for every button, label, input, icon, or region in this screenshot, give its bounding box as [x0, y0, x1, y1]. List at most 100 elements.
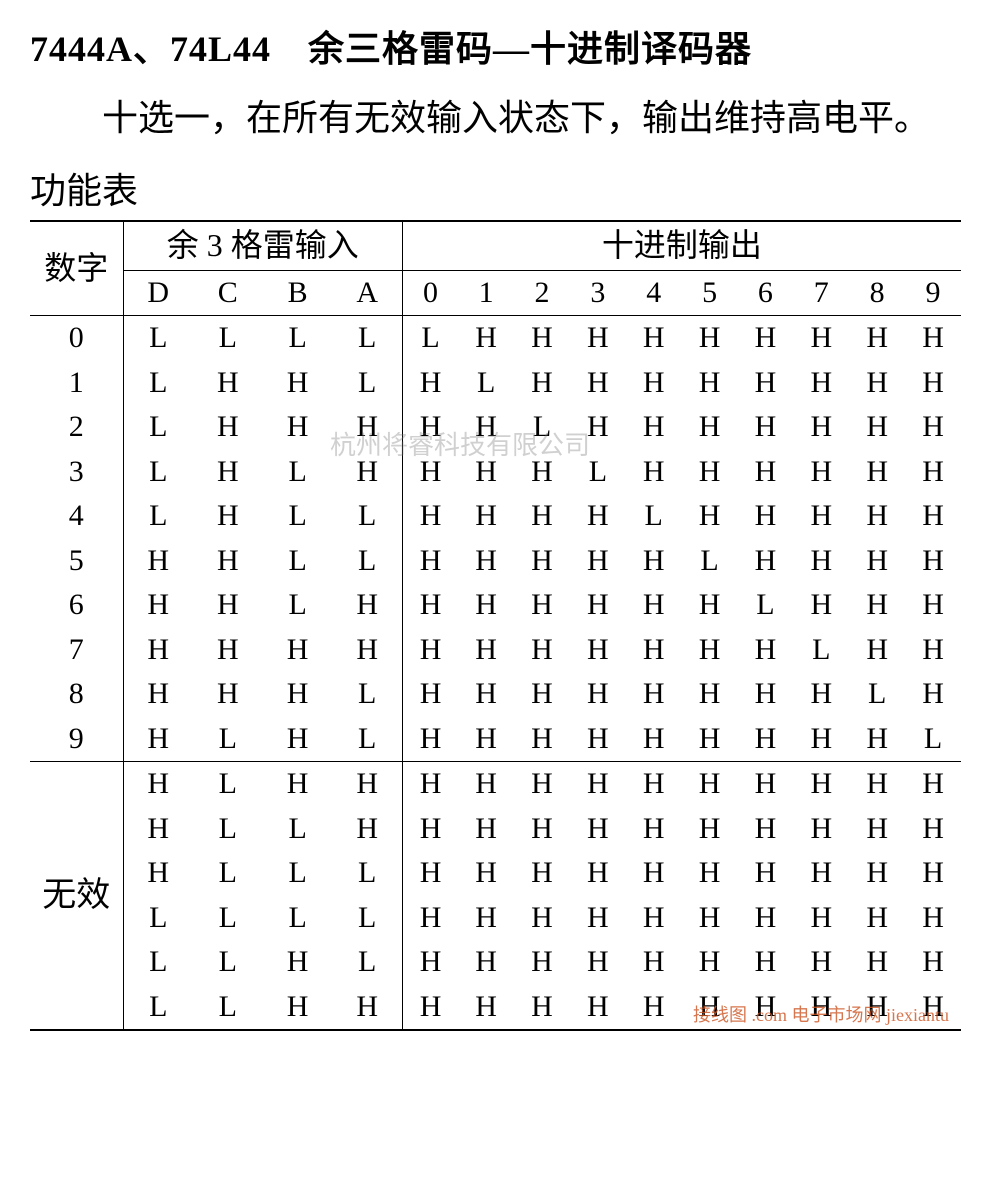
- table-cell: H: [193, 672, 263, 717]
- table-cell: L: [263, 494, 333, 539]
- table-cell: H: [738, 762, 794, 807]
- table-cell: H: [793, 450, 849, 495]
- table-cell: H: [905, 851, 961, 896]
- row-digit: 2: [30, 405, 123, 450]
- table-cell: H: [263, 405, 333, 450]
- table-cell: L: [263, 316, 333, 361]
- table-cell: H: [626, 717, 682, 762]
- table-cell: H: [458, 494, 514, 539]
- table-cell: H: [193, 405, 263, 450]
- table-cell: H: [738, 851, 794, 896]
- table-row: 无效HLHHHHHHHHHHHH: [30, 762, 961, 807]
- table-cell: L: [263, 896, 333, 941]
- table-cell: H: [682, 762, 738, 807]
- table-row: 9HLHLHHHHHHHHHL: [30, 717, 961, 762]
- table-cell: H: [514, 628, 570, 673]
- table-cell: L: [682, 539, 738, 584]
- table-cell: L: [193, 896, 263, 941]
- table-cell: H: [402, 851, 458, 896]
- table-cell: L: [263, 851, 333, 896]
- table-row: 6HHLHHHHHHHLHHH: [30, 583, 961, 628]
- row-digit: 9: [30, 717, 123, 762]
- table-row: 2LHHHHHLHHHHHHH: [30, 405, 961, 450]
- table-cell: L: [123, 316, 193, 361]
- table-cell: H: [402, 896, 458, 941]
- table-cell: H: [849, 851, 905, 896]
- table-cell: H: [793, 494, 849, 539]
- table-cell: H: [570, 985, 626, 1031]
- table-cell: H: [682, 851, 738, 896]
- table-cell: H: [333, 985, 403, 1031]
- row-digit: 3: [30, 450, 123, 495]
- table-cell: H: [333, 628, 403, 673]
- table-cell: H: [849, 628, 905, 673]
- table-cell: H: [123, 672, 193, 717]
- table-cell: H: [570, 672, 626, 717]
- table-cell: L: [333, 361, 403, 406]
- table-cell: H: [682, 672, 738, 717]
- table-cell: H: [793, 405, 849, 450]
- table-cell: H: [738, 717, 794, 762]
- table-cell: H: [849, 539, 905, 584]
- row-digit: 5: [30, 539, 123, 584]
- table-cell: L: [333, 494, 403, 539]
- table-cell: H: [514, 717, 570, 762]
- table-cell: H: [402, 628, 458, 673]
- table-cell: H: [905, 807, 961, 852]
- table-cell: L: [123, 450, 193, 495]
- table-cell: L: [333, 672, 403, 717]
- table-cell: H: [738, 450, 794, 495]
- row-digit: 0: [30, 316, 123, 361]
- table-cell: H: [570, 762, 626, 807]
- header-output-0: 0: [402, 270, 458, 316]
- table-cell: H: [849, 405, 905, 450]
- table-cell: L: [123, 985, 193, 1031]
- table-cell: H: [682, 450, 738, 495]
- table-cell: L: [263, 450, 333, 495]
- table-cell: H: [402, 762, 458, 807]
- table-cell: H: [626, 807, 682, 852]
- table-cell: H: [905, 494, 961, 539]
- table-cell: L: [793, 628, 849, 673]
- header-output-3: 3: [570, 270, 626, 316]
- table-cell: H: [738, 807, 794, 852]
- table-row: 7HHHHHHHHHHHLHH: [30, 628, 961, 673]
- table-cell: H: [458, 672, 514, 717]
- table-cell: L: [193, 807, 263, 852]
- table-cell: H: [905, 762, 961, 807]
- table-cell: H: [193, 450, 263, 495]
- table-cell: H: [263, 985, 333, 1031]
- table-cell: H: [514, 851, 570, 896]
- table-cell: H: [570, 361, 626, 406]
- table-cell: L: [626, 494, 682, 539]
- table-cell: H: [738, 494, 794, 539]
- table-cell: H: [263, 940, 333, 985]
- table-cell: L: [570, 450, 626, 495]
- table-cell: H: [514, 940, 570, 985]
- table-cell: H: [682, 628, 738, 673]
- description-text: 十选一，在所有无效输入状态下，输出维持高电平。: [30, 84, 961, 152]
- table-cell: H: [905, 672, 961, 717]
- table-cell: H: [123, 628, 193, 673]
- table-cell: H: [905, 450, 961, 495]
- table-cell: H: [402, 405, 458, 450]
- table-cell: H: [682, 940, 738, 985]
- table-cell: H: [905, 896, 961, 941]
- table-cell: L: [123, 494, 193, 539]
- table-cell: H: [458, 896, 514, 941]
- table-cell: H: [333, 583, 403, 628]
- table-cell: H: [570, 628, 626, 673]
- header-input-B: B: [263, 270, 333, 316]
- table-cell: H: [905, 940, 961, 985]
- table-cell: H: [793, 583, 849, 628]
- table-cell: H: [626, 672, 682, 717]
- table-cell: L: [333, 316, 403, 361]
- table-cell: H: [793, 672, 849, 717]
- table-cell: H: [570, 851, 626, 896]
- table-cell: H: [333, 405, 403, 450]
- table-cell: H: [402, 807, 458, 852]
- table-cell: H: [570, 896, 626, 941]
- table-cell: H: [570, 539, 626, 584]
- table-cell: L: [333, 717, 403, 762]
- table-cell: H: [793, 539, 849, 584]
